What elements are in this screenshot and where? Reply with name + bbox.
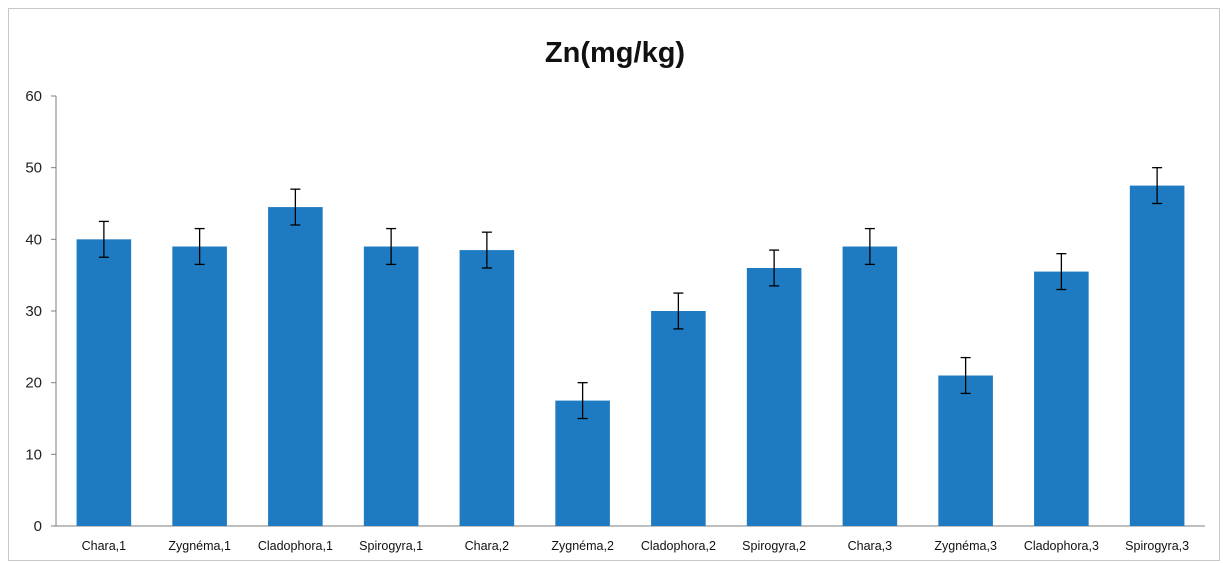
y-tick-label: 40: [25, 231, 42, 248]
x-tick-label: Spirogyra,3: [1125, 539, 1189, 553]
y-tick-label: 10: [25, 446, 42, 463]
bar-chart: Zn(mg/kg) 0 10 20 30 40 50 60 Chara,1 Zygnéma,1…: [25, 37, 1205, 553]
bar: [555, 400, 610, 526]
bars: [76, 185, 1185, 527]
error-bar: [673, 292, 684, 330]
y-tick-label: 20: [25, 375, 42, 392]
x-tick-label: Zygnéma,2: [551, 539, 614, 553]
error-bar: [1152, 167, 1163, 205]
error-bar: [194, 227, 205, 266]
x-tick-label: Chara,3: [848, 539, 893, 553]
bar: [459, 250, 515, 527]
error-bars: [98, 167, 1163, 420]
x-tick-label: Zygnéma,3: [934, 539, 997, 553]
error-bar: [290, 188, 301, 226]
y-tick-label: 50: [25, 160, 42, 177]
error-bar: [98, 220, 109, 258]
bar: [1129, 185, 1185, 527]
y-axis: 0 10 20 30 40 50 60: [25, 88, 57, 535]
x-tick-label: Cladophora,2: [641, 539, 716, 553]
chart-title: Zn(mg/kg): [545, 37, 685, 69]
x-tick-label: Chara,2: [465, 539, 510, 553]
x-tick-label: Zygnéma,1: [168, 539, 231, 553]
chart-frame: Zn(mg/kg) 0 10 20 30 40 50 60 Chara,1 Zygnéma,1…: [8, 8, 1220, 561]
bar: [746, 268, 802, 526]
y-tick-label: 60: [25, 88, 42, 105]
bar: [172, 246, 227, 526]
bar: [76, 239, 132, 527]
error-bar: [769, 249, 780, 287]
x-tick-label: Cladophora,1: [258, 539, 333, 553]
error-bar: [1056, 253, 1067, 291]
x-tick-label: Chara,1: [82, 539, 127, 553]
error-bar: [386, 227, 397, 266]
error-bar: [577, 382, 588, 420]
error-bar: [864, 227, 875, 266]
bar: [651, 311, 706, 526]
x-tick-label: Spirogyra,2: [742, 539, 806, 553]
bar: [268, 207, 323, 527]
x-tick-label: Cladophora,3: [1024, 539, 1099, 553]
y-tick-label: 0: [34, 518, 42, 535]
bar: [1034, 271, 1089, 526]
error-bar: [960, 356, 971, 395]
error-bar: [481, 231, 492, 269]
bar: [842, 246, 898, 526]
bar: [938, 375, 993, 526]
y-tick-label: 30: [25, 303, 42, 320]
x-tick-label: Spirogyra,1: [359, 539, 423, 553]
category-labels: Chara,1 Zygnéma,1 Cladophora,1 Spirogyra,1 C…: [82, 539, 1189, 553]
bar: [363, 246, 419, 526]
